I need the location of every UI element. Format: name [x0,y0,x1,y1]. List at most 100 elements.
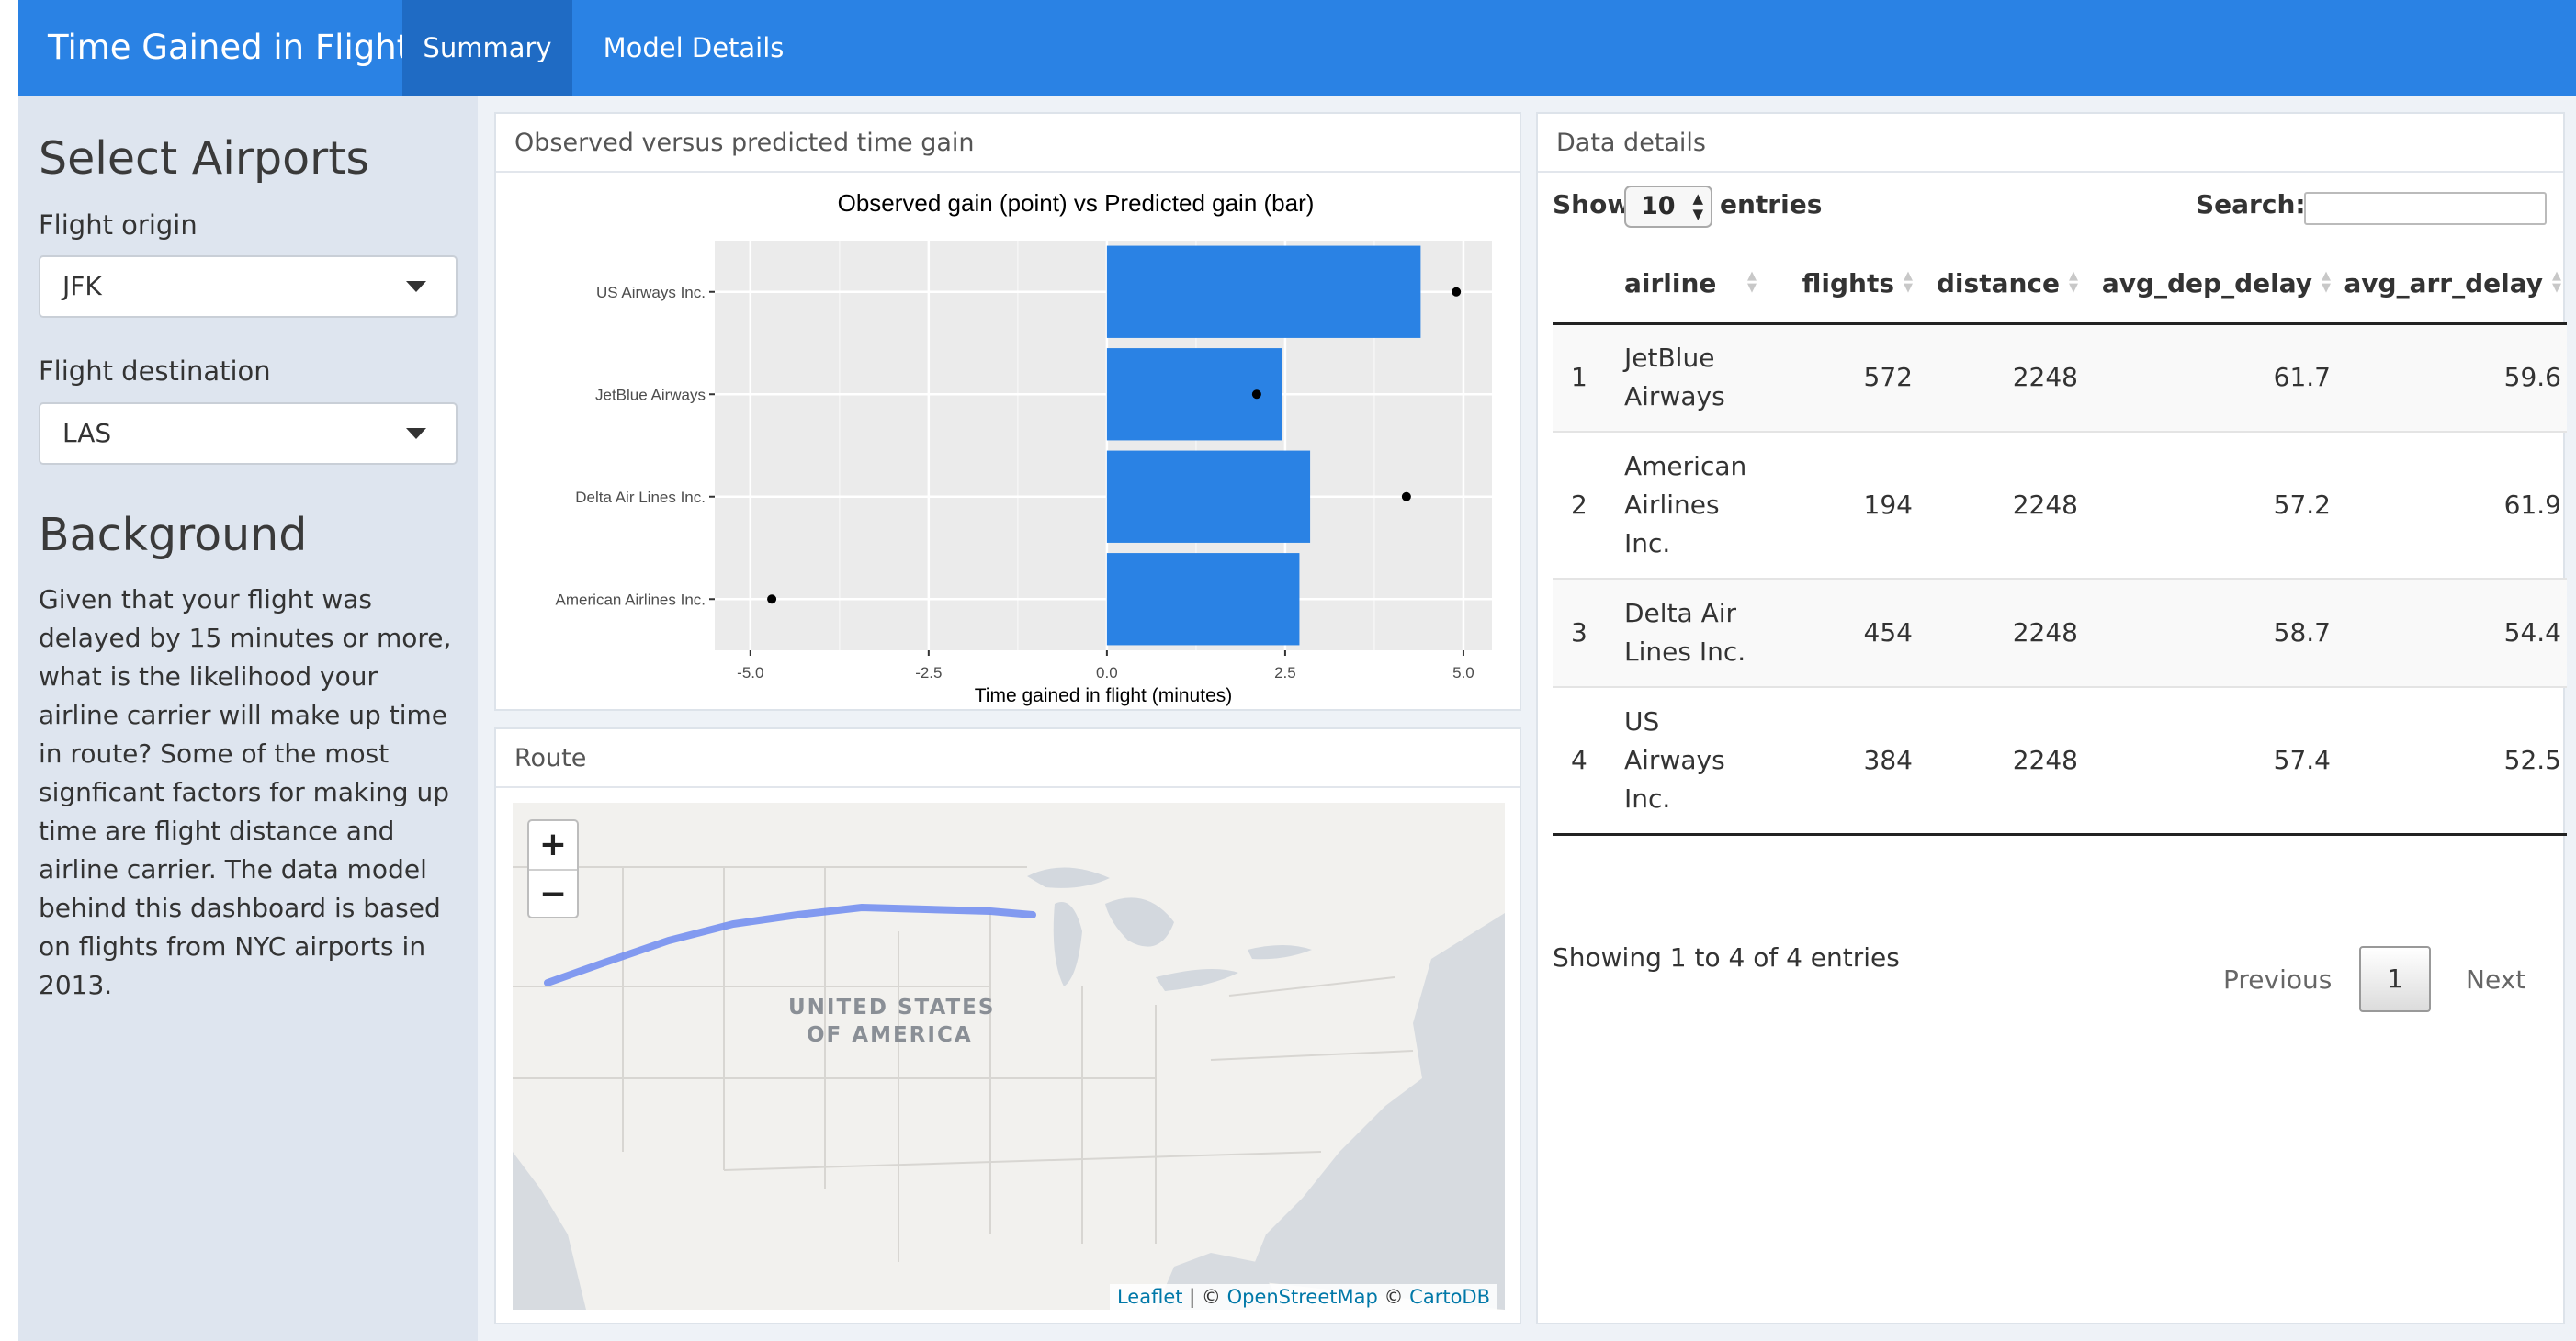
point [1251,389,1261,400]
cell-avg-dep-delay: 57.2 [2084,432,2336,580]
cell-distance: 2248 [1918,323,2084,433]
navbar: Time Gained in Flight Summary Model Deta… [18,0,2576,96]
cell-flights: 572 [1762,323,1918,433]
search-input[interactable] [2304,192,2547,225]
next-page-button[interactable]: Next [2466,964,2526,995]
origin-select[interactable]: JFK [39,255,458,318]
point [767,594,777,604]
page-button-current[interactable]: 1 [2359,946,2431,1012]
x-tick-label: -2.5 [915,664,942,682]
app-title: Time Gained in Flight [48,28,411,67]
data-table: airline ▲ ▼ flights ▲ ▼ distance ▲ ▼ avg_dep_d… [1553,244,2567,836]
table-row[interactable]: 3 Delta Air Lines Inc. 454 2248 58.7 54.… [1553,579,2567,688]
origin-select-value: JFK [62,271,102,301]
cell-index: 2 [1553,432,1624,580]
cell-flights: 454 [1762,579,1918,688]
column-header-avg-dep-delay[interactable]: avg_dep_delay ▲ ▼ [2084,244,2336,325]
data-card-header: Data details [1538,114,2563,173]
map-attribution: Leaflet | © OpenStreetMap © CartoDB [1109,1284,1497,1310]
x-tick-label: -5.0 [737,664,763,682]
x-tick-label: 5.0 [1452,664,1474,682]
chart-card-header: Observed versus predicted time gain [496,114,1520,173]
column-header-avg-arr-delay[interactable]: avg_arr_delay ▲ ▼ [2336,244,2567,325]
data-card: Data details Show 10 ▲ ▼ entries Search: … [1536,112,2567,1324]
attribution-separator: © [1377,1286,1410,1308]
bar [1106,245,1421,338]
table-row[interactable]: 4 US Airways Inc. 384 2248 57.4 52.5 [1553,687,2567,836]
select-airports-heading: Select Airports [39,132,369,185]
previous-page-button[interactable]: Previous [2223,964,2333,995]
attribution-separator: | © [1182,1286,1227,1308]
cell-avg-dep-delay: 58.7 [2084,579,2336,688]
show-label: Show [1553,189,1632,220]
cell-avg-arr-delay: 61.9 [2336,432,2567,580]
chevron-down-icon [406,281,426,292]
tab-model-details[interactable]: Model Details [603,32,785,63]
destination-label: Flight destination [39,355,271,387]
chevron-down-icon [406,428,426,439]
point [1452,287,1462,297]
cell-distance: 2248 [1918,579,2084,688]
table-header-row: airline ▲ ▼ flights ▲ ▼ distance ▲ ▼ avg_dep_d… [1553,244,2567,325]
leaflet-link[interactable]: Leaflet [1116,1286,1183,1308]
column-header-label: distance [1936,267,2060,299]
route-map[interactable]: + − UNITED STATES OF AMERICA Leaflet | ©… [513,803,1505,1310]
table-info: Showing 1 to 4 of 4 entries [1553,942,1900,973]
x-tick-label: 0.0 [1096,664,1118,682]
country-label-line2: OF AMERICA [807,1023,973,1047]
column-header-label: airline [1624,267,1717,299]
route-card-header: Route [496,729,1520,788]
zoom-out-button[interactable]: − [529,869,577,917]
tab-summary[interactable]: Summary [402,0,572,96]
x-tick-label: 2.5 [1274,664,1296,682]
gain-chart: -5.0 -2.5 0.0 2.5 5.0 US Airways Inc. JetBlue … [556,189,1492,706]
table-row[interactable]: 1 JetBlue Airways 572 2248 61.7 59.6 [1553,323,2567,433]
destination-select[interactable]: LAS [39,402,458,465]
destination-select-value: LAS [62,418,112,448]
cell-airline: American Airlines Inc. [1624,432,1762,580]
column-header-index [1553,244,1624,325]
sidebar: Select Airports Flight origin JFK Flight… [18,96,478,1341]
y-tick-label: US Airways Inc. [596,284,706,301]
cell-airline: US Airways Inc. [1624,687,1762,836]
osm-link[interactable]: OpenStreetMap [1226,1286,1378,1308]
point [1401,491,1411,501]
updown-arrows-icon: ▲ ▼ [1692,190,1703,222]
cell-index: 3 [1553,579,1624,688]
background-heading: Background [39,509,308,561]
cell-avg-dep-delay: 57.4 [2084,687,2336,836]
sort-icon: ▲ ▼ [2322,269,2331,295]
sort-icon: ▲ ▼ [2552,269,2561,295]
column-header-airline[interactable]: airline ▲ ▼ [1624,244,1762,325]
bar [1106,553,1300,646]
column-header-distance[interactable]: distance ▲ ▼ [1918,244,2084,325]
cell-avg-arr-delay: 54.4 [2336,579,2567,688]
cell-flights: 384 [1762,687,1918,836]
bar [1106,450,1311,543]
entries-label: entries [1720,189,1823,220]
origin-label: Flight origin [39,209,198,241]
cell-avg-arr-delay: 52.5 [2336,687,2567,836]
route-card: Route [494,727,1521,1324]
chart-title: Observed gain (point) vs Predicted gain … [838,189,1315,217]
x-axis-label: Time gained in flight (minutes) [975,685,1233,706]
map-zoom-control: + − [527,819,579,918]
cell-index: 1 [1553,323,1624,433]
y-tick-label: Delta Air Lines Inc. [575,489,706,506]
sort-icon: ▲ ▼ [1904,269,1913,295]
column-header-label: avg_dep_delay [2101,267,2312,299]
zoom-in-button[interactable]: + [538,826,568,863]
cell-index: 4 [1553,687,1624,836]
cell-distance: 2248 [1918,432,2084,580]
cell-avg-arr-delay: 59.6 [2336,323,2567,433]
entries-length-value: 10 [1641,192,1676,220]
chart-card: Observed versus predicted time gain -5.0… [494,112,1521,711]
entries-length-select[interactable]: 10 ▲ ▼ [1624,186,1712,228]
y-tick-label: JetBlue Airways [595,386,706,403]
cartodb-link[interactable]: CartoDB [1409,1286,1490,1308]
sort-icon: ▲ ▼ [2069,269,2078,295]
column-header-label: flights [1802,267,1894,299]
y-tick-label: American Airlines Inc. [556,591,706,608]
table-row[interactable]: 2 American Airlines Inc. 194 2248 57.2 6… [1553,432,2567,580]
column-header-flights[interactable]: flights ▲ ▼ [1762,244,1918,325]
